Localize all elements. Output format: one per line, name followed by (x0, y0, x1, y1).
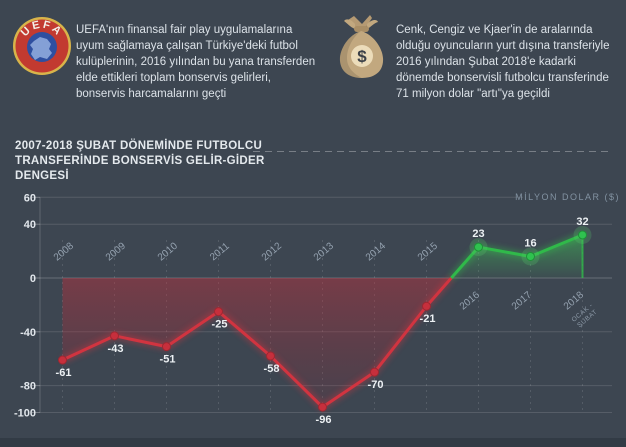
value-label: -51 (160, 354, 176, 366)
y-axis-label: 40 (24, 219, 36, 231)
year-label: 2013 (312, 240, 336, 263)
chart-title-line2: TRANSFERİNDE BONSERVİS GELİR-GİDER DENGE… (15, 155, 265, 182)
uefa-logo: UEFA (13, 17, 71, 75)
y-axis-label: 0 (30, 273, 36, 285)
money-bag-flap-left (344, 19, 355, 29)
value-label: -61 (56, 367, 72, 379)
data-point (474, 242, 483, 252)
data-point (58, 355, 67, 365)
year-label: 2014 (364, 240, 388, 263)
value-label: -96 (316, 414, 332, 426)
data-point (578, 230, 587, 240)
data-point (162, 342, 171, 352)
value-label: 32 (576, 216, 588, 228)
uefa-paragraph: UEFA'nın finansal fair play uygulamaları… (76, 24, 316, 100)
value-label: -25 (212, 319, 228, 331)
positive-line (450, 233, 584, 279)
value-label: 23 (472, 228, 484, 240)
dollar-sign: $ (357, 47, 367, 66)
data-point (266, 351, 275, 361)
year-label: 2008 (52, 240, 76, 263)
value-label: -70 (368, 379, 384, 391)
money-bag-flap-right (367, 19, 378, 29)
y-axis-label: -100 (14, 408, 36, 420)
y-axis-label: -80 (20, 381, 36, 393)
value-label: -43 (108, 343, 124, 355)
money-bag-shading (339, 31, 362, 78)
value-label: -21 (420, 313, 436, 325)
transfer-paragraph: Cenk, Cengiz ve Kjaer'in de aralarında o… (396, 24, 610, 100)
value-label: -58 (264, 363, 280, 375)
y-axis-label: -40 (20, 327, 36, 339)
value-label: 16 (524, 237, 536, 249)
data-point (422, 301, 431, 311)
year-label: 2015 (416, 240, 440, 263)
chart-points (58, 225, 592, 412)
chart-title-line1: 2007-2018 ŞUBAT DÖNEMİNDE FUTBOLCU (15, 140, 263, 152)
chart-area-fills (62, 234, 584, 408)
year-label: 2011 (208, 241, 232, 264)
chart-title: 2007-2018 ŞUBAT DÖNEMİNDE FUTBOLCU TRANS… (15, 139, 265, 184)
year-label: 2012 (260, 240, 284, 263)
axis-unit-label: MİLYON DOLAR ($) (515, 192, 620, 202)
year-label: 2010 (156, 240, 180, 263)
data-point (318, 402, 327, 412)
bottom-strip (0, 438, 626, 447)
title-dashed-divider (253, 151, 612, 152)
uefa-logo-europe-map (30, 37, 52, 60)
year-label: 2009 (104, 240, 128, 263)
money-bag-coin (351, 45, 373, 67)
data-point (214, 307, 223, 317)
data-point (110, 331, 119, 341)
money-bag-knot (354, 26, 369, 32)
y-axis-label: 60 (24, 192, 36, 204)
data-point (526, 251, 535, 261)
data-point (370, 367, 379, 377)
money-bag-icon: $ (339, 15, 384, 78)
